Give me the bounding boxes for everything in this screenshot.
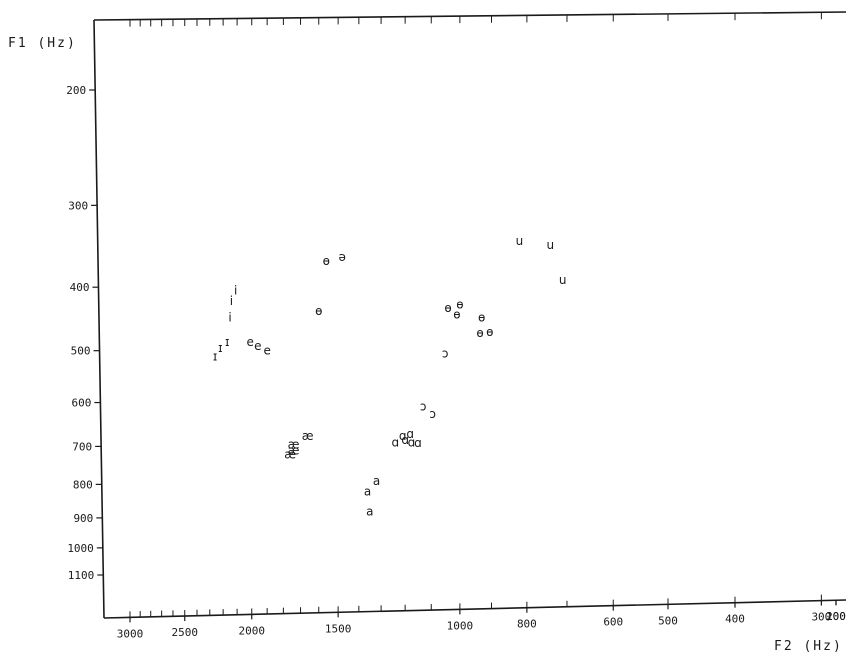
x-tick-label: 600 [603, 616, 623, 629]
x-tick-label: 1500 [325, 622, 352, 635]
x-tick-label: 1000 [447, 619, 474, 632]
vowel-point: ɪ [225, 335, 229, 349]
top-axis-line [93, 11, 847, 21]
vowel-point: ɔ [420, 399, 427, 413]
vowel-point: a [366, 505, 373, 519]
x-tick-label: 300 [811, 611, 831, 624]
y-tick-label: 300 [68, 199, 88, 212]
plot-frame [93, 11, 847, 619]
bottom-minor-ticks [129, 594, 822, 618]
vowel-point: ɵ [315, 304, 322, 318]
x-tick-label: 500 [658, 614, 678, 627]
y-tick-label: 200 [66, 84, 86, 97]
x-tick-label: 200 [826, 610, 846, 623]
x-tick-label: 3000 [117, 627, 144, 640]
y-tick-label: 900 [73, 512, 93, 525]
vowel-point: ɵ [323, 254, 330, 268]
vowel-point: ɑ [408, 435, 416, 449]
x-axis-title: F2 (Hz) [774, 639, 843, 652]
vowel-point: æ [302, 429, 314, 443]
x-tick-label: 800 [517, 618, 537, 631]
vowel-point: ɪ [218, 341, 222, 355]
vowel-point: i [230, 294, 233, 308]
x-tick-label: 100 [826, 610, 846, 623]
vowel-point: ɪ [213, 349, 217, 363]
vowel-point: u [546, 238, 554, 252]
y-tick-label: 1000 [67, 542, 94, 555]
y-axis-ticks: 200 300 400 500 600 700 800 900 1000 1100 [66, 84, 104, 582]
vowel-point: ɑ [406, 427, 414, 441]
vowel-point: ɑ [399, 429, 407, 443]
vowel-point: u [516, 234, 524, 248]
vowel-point: i [228, 311, 231, 325]
vowel-point: ɔ [429, 407, 436, 421]
top-minor-ticks [129, 12, 822, 27]
vowel-point: ɑ [414, 436, 422, 450]
y-tick-label: 800 [73, 478, 93, 491]
vowel-point: ɵ [486, 325, 493, 339]
vowel-point: a [364, 484, 371, 498]
vowel-point: ɵ [453, 307, 460, 321]
y-tick-label: 1100 [68, 569, 95, 582]
vowel-point: e [247, 335, 254, 349]
vowel-point: ə [338, 250, 345, 264]
vowel-point: ɵ [444, 301, 451, 315]
y-axis-title: F1 (Hz) [8, 36, 77, 51]
vowel-point: ɵ [476, 326, 483, 340]
vowel-point: e [254, 339, 261, 353]
vowel-point: e [263, 344, 270, 358]
x-axis-ticks: 3000 2500 2000 1500 1000 800 600 500 400 30020010… [117, 600, 846, 640]
y-tick-label: 600 [72, 397, 92, 410]
vowel-point: ɵ [478, 311, 485, 325]
vowel-point: ɑ [391, 435, 399, 449]
vowel-point: ɵ [456, 297, 463, 311]
vowel-point: ɔ [442, 347, 449, 361]
vowel-point: u [559, 273, 567, 287]
vowel-point: æ [288, 437, 300, 451]
x-tick-label: 2000 [238, 624, 265, 637]
vowel-point: æ [284, 447, 296, 461]
vowel-point: a [373, 474, 380, 488]
vowel-point: ɑ [401, 433, 409, 447]
y-tick-label: 700 [72, 440, 92, 453]
y-tick-label: 500 [71, 345, 91, 358]
vowel-point: æ [288, 443, 300, 457]
vowel-point: i [234, 284, 237, 298]
y-axis-line [93, 19, 105, 619]
x-tick-label: 400 [725, 613, 745, 626]
y-tick-label: 400 [70, 281, 90, 294]
x-axis-line [103, 599, 847, 619]
x-tick-label: 2500 [171, 626, 198, 639]
